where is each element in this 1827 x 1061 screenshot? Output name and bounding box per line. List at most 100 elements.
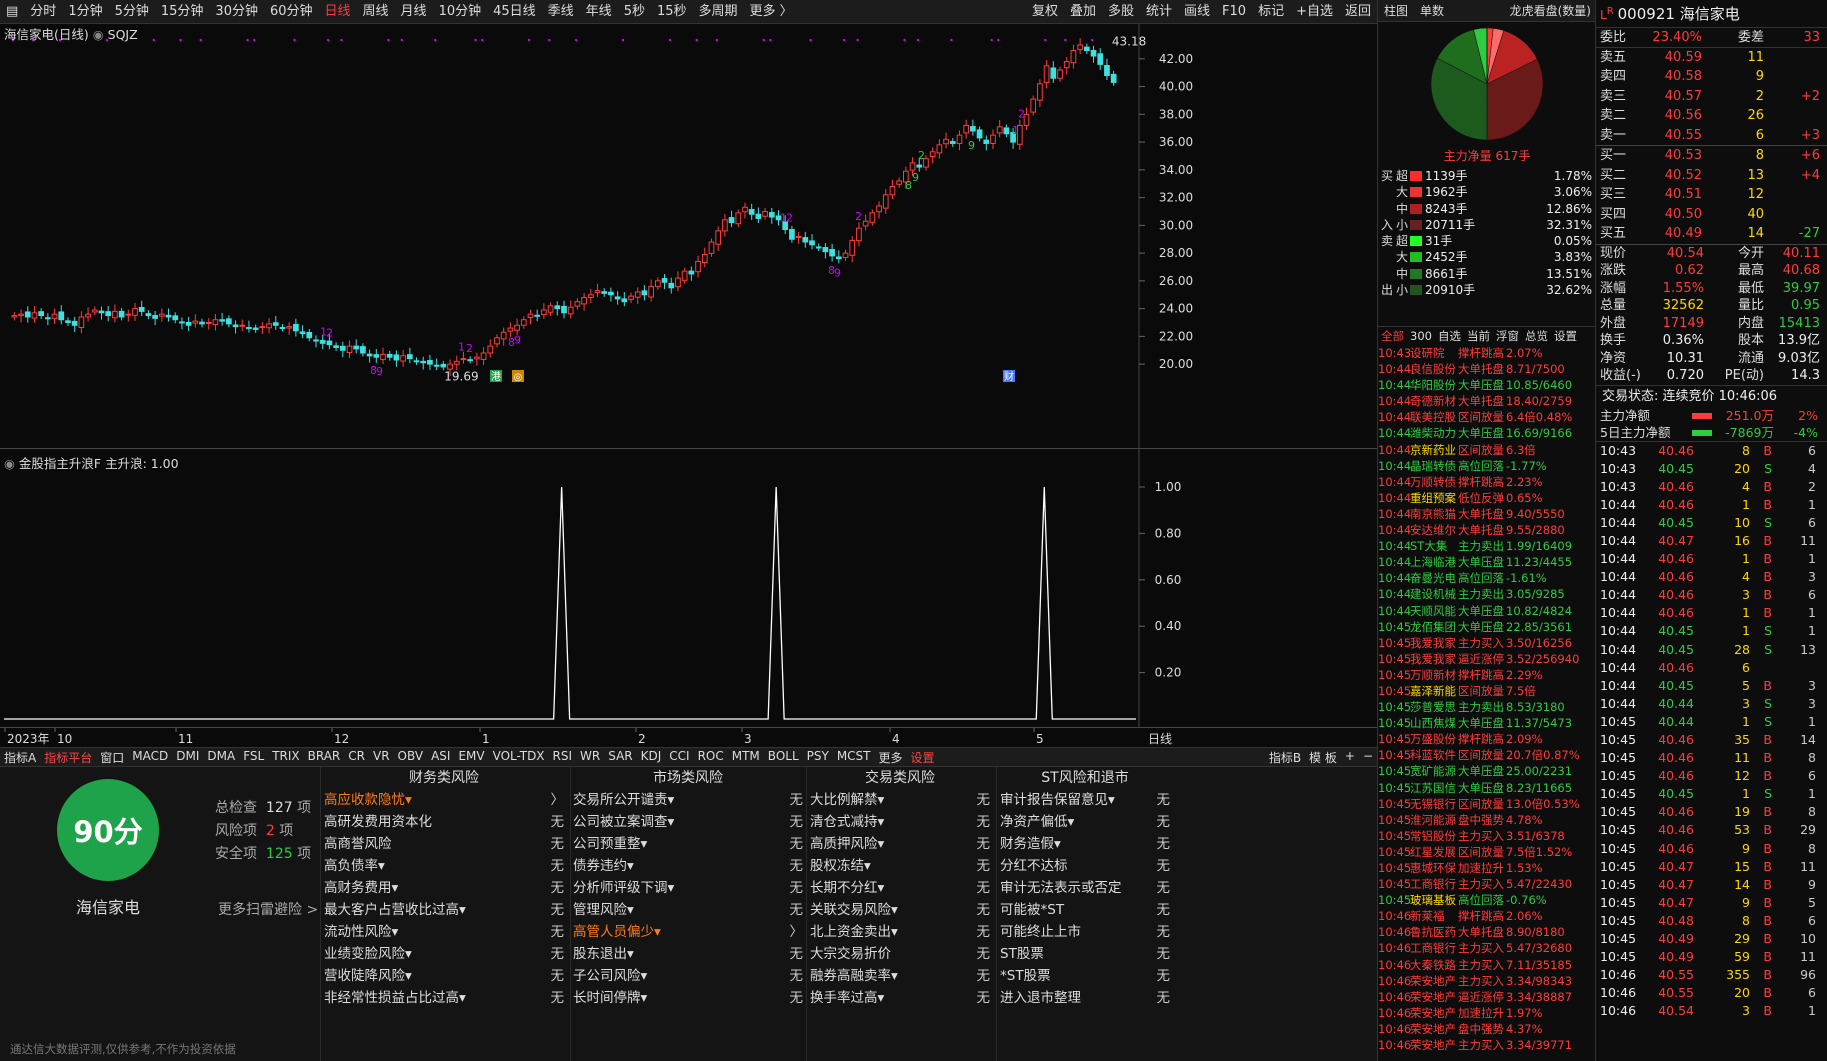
radar-row[interactable]: 10:44 京新药业 区间放量 6.3倍 [1378, 442, 1536, 457]
tool-button[interactable]: 统计 [1146, 3, 1173, 19]
risk-item[interactable]: 长时间停牌▾ 无 [573, 990, 803, 1006]
risk-item[interactable]: 进入退市整理无 [1000, 990, 1170, 1006]
tool-button[interactable]: 标记 [1258, 3, 1285, 19]
radar-row[interactable]: 10:44 安达维尔 大单托盘 9.55/2880 [1378, 523, 1565, 538]
risk-item[interactable]: 分红不达标无 [1000, 858, 1170, 874]
indicator-tab[interactable]: TRIX [272, 748, 300, 763]
period-tab[interactable]: 15分钟 [160, 3, 204, 19]
radar-row[interactable]: 10:45 玻璃基板 高位回落 -0.76% [1378, 893, 1547, 908]
risk-item[interactable]: 流动性风险▾ 无 [324, 924, 564, 940]
risk-item[interactable]: 债券违约▾ 无 [573, 858, 803, 874]
radar-row[interactable]: 10:46 鲁抗医药 大单托盘 8.90/8180 [1378, 925, 1565, 940]
indicator-tab[interactable]: KDJ [640, 748, 662, 763]
period-tab[interactable]: 5分钟 [114, 3, 149, 19]
indicator-tab[interactable]: DMA [207, 748, 236, 763]
radar-row[interactable]: 10:45 万顺新材 撑杆跳高 2.29% [1378, 667, 1543, 682]
tab-bar-chart[interactable]: 柱图 [1384, 4, 1409, 18]
indicator-tab[interactable]: MCST [836, 748, 871, 763]
risk-item[interactable]: 融券高融卖率▾ 无 [810, 968, 990, 984]
radar-row[interactable]: 10:45 科蓝软件 区间放量 20.7倍0.87% [1378, 748, 1580, 763]
period-tab[interactable]: 5秒 [623, 3, 645, 19]
period-tab[interactable]: 60分钟 [269, 3, 313, 19]
period-tab[interactable]: 45日线 [493, 3, 536, 19]
risk-item[interactable]: 高质押风险▾ 无 [810, 836, 990, 852]
radar-row[interactable]: 10:44 天顺风能 大单压盘 10.82/4824 [1378, 603, 1573, 618]
radar-row[interactable]: 10:45 红星发展 区间放量 7.5倍1.52% [1378, 844, 1573, 859]
indicator-tab[interactable]: OBV [397, 748, 424, 763]
risk-item[interactable]: 审计报告保留意见▾ 无 [1000, 792, 1170, 808]
period-tab[interactable]: 日线 [324, 3, 351, 19]
risk-item[interactable]: 分析师评级下调▾ 无 [573, 880, 803, 896]
risk-item[interactable]: 非经常性损益占比过高▾ 无 [324, 990, 564, 1006]
radar-row[interactable]: 10:44 华阳股份 大单压盘 10.85/6460 [1378, 378, 1573, 393]
radar-row[interactable]: 10:44 ST大集 主力卖出 1.99/16409 [1378, 539, 1573, 554]
indicator-tab[interactable]: CR [348, 748, 365, 763]
risk-item[interactable]: 交易所公开谴责▾ 无 [573, 792, 803, 808]
indicator-tab[interactable]: 窗口 [100, 750, 125, 765]
menu-icon[interactable]: ▤ [6, 3, 19, 19]
radar-row[interactable]: 10:45 万盛股份 撑杆跳高 2.09% [1378, 732, 1543, 747]
radar-row[interactable]: 10:44 潍柴动力 大单压盘 16.69/9166 [1378, 426, 1573, 441]
risk-item[interactable]: 财务造假▾ 无 [1000, 836, 1170, 852]
period-tab[interactable]: 周线 [362, 3, 389, 19]
tab-order-count[interactable]: 单数 [1420, 4, 1445, 18]
radar-row[interactable]: 10:44 晶瑞转债 高位回落 -1.77% [1378, 458, 1547, 473]
book-row[interactable]: 买一 40.53 8 +6 [1600, 148, 1820, 163]
radar-list[interactable]: 10:43 设研院 撑杆跳高 2.07% 10:44 良信股份 大单托盘 8.71/7500 1… [1378, 345, 1596, 1053]
radar-row[interactable]: 10:46 大秦铁路 主力买入 7.11/35185 [1378, 957, 1573, 972]
radar-row[interactable]: 10:46 荣安地产 主力买入 3.34/98343 [1378, 973, 1573, 988]
tool-button[interactable]: 复权 [1031, 3, 1058, 19]
radar-row[interactable]: 10:45 莎普爱思 主力卖出 8.53/3180 [1378, 700, 1565, 715]
more-scan-link[interactable]: 更多扫雷避险 > [218, 902, 319, 918]
radar-filter[interactable]: 总览 [1524, 329, 1548, 343]
indicator-tab[interactable]: BOLL [767, 748, 799, 763]
radar-row[interactable]: 10:44 上海临港 大单压盘 11.23/4455 [1378, 555, 1573, 570]
period-tab[interactable]: 10分钟 [438, 3, 482, 19]
risk-item[interactable]: 营收陡降风险▾ 无 [324, 968, 564, 984]
indicator-tab[interactable]: DMI [176, 748, 200, 763]
radar-row[interactable]: 10:44 万顺转债 撑杆跳高 2.23% [1378, 474, 1543, 489]
radar-row[interactable]: 10:44 重组预案 低位反弹 0.65% [1378, 490, 1543, 505]
risk-item[interactable]: 最大客户占营收比过高▾ 无 [324, 902, 564, 918]
radar-row[interactable]: 10:45 江苏国信 大单压盘 8.23/11665 [1378, 780, 1573, 795]
indicator-tab[interactable]: WR [580, 748, 601, 763]
radar-filter[interactable]: 自选 [1437, 329, 1461, 343]
radar-row[interactable]: 10:44 奋曼光电 高位回落 -1.61% [1378, 571, 1547, 586]
book-row[interactable]: 卖三 40.57 2 +2 [1600, 88, 1820, 104]
event-badge[interactable]: 财 [1003, 370, 1015, 383]
tool-button[interactable]: +自选 [1296, 3, 1333, 19]
risk-item[interactable]: *ST股票无 [1000, 968, 1170, 984]
risk-item[interactable]: 子公司风险▾ 无 [573, 968, 803, 984]
radar-row[interactable]: 10:45 龙佰集团 大单压盘 22.85/3561 [1378, 619, 1573, 634]
tool-button[interactable]: 返回 [1344, 3, 1371, 19]
tool-button[interactable]: 多股 [1107, 3, 1134, 19]
radar-row[interactable]: 10:44 联美控股 区间放量 6.4倍0.48% [1378, 410, 1573, 425]
indicator-tab[interactable]: EMV [458, 748, 485, 763]
radar-filter[interactable]: 当前 [1466, 329, 1490, 343]
book-row[interactable]: 卖二 40.56 26 [1600, 108, 1764, 123]
tool-button[interactable]: 画线 [1184, 3, 1211, 19]
indicator-tab[interactable]: PSY [806, 748, 829, 763]
risk-item[interactable]: 高商誉风险无 [324, 836, 564, 852]
radar-row[interactable]: 10:44 建设机械 主力卖出 3.05/9285 [1378, 587, 1565, 602]
radar-row[interactable]: 10:45 常铝股份 主力买入 3.51/6378 [1378, 828, 1565, 843]
radar-row[interactable]: 10:45 宽矿能源 大单压盘 25.00/2231 [1378, 764, 1573, 779]
indicator-tab[interactable]: FSL [243, 748, 265, 763]
risk-item[interactable]: 高财务费用▾ 无 [324, 880, 564, 896]
risk-item[interactable]: ST股票无 [1000, 946, 1170, 962]
book-row[interactable]: 买五 40.49 14 -27 [1600, 226, 1820, 241]
period-tab[interactable]: 分时 [30, 3, 57, 19]
period-tab[interactable]: 多周期 [698, 3, 738, 19]
risk-item[interactable]: 高研发费用资本化无 [324, 814, 564, 830]
risk-item[interactable]: 审计无法表示或否定无 [1000, 880, 1170, 896]
radar-row[interactable]: 10:45 惠城环保 加速拉升 1.53% [1378, 861, 1543, 875]
radar-row[interactable]: 10:45 嘉泽新能 区间放量 7.5倍 [1378, 683, 1536, 698]
risk-item[interactable]: 北上资金卖出▾ 无 [810, 924, 990, 940]
radar-row[interactable]: 10:45 工商银行 主力买入 5.47/22430 [1378, 877, 1573, 892]
radar-row[interactable]: 10:43 设研院 撑杆跳高 2.07% [1378, 346, 1543, 360]
radar-row[interactable]: 10:46 荣安地产 盘中强势 4.37% [1378, 1021, 1543, 1036]
radar-row[interactable]: 10:45 我爱我家 逼近涨停 3.52/256940 [1378, 651, 1580, 666]
indicator-tab[interactable]: VR [372, 748, 390, 763]
period-tab[interactable]: 年线 [585, 3, 612, 19]
radar-row[interactable]: 10:45 山西焦煤 大单压盘 11.37/5473 [1378, 716, 1573, 731]
